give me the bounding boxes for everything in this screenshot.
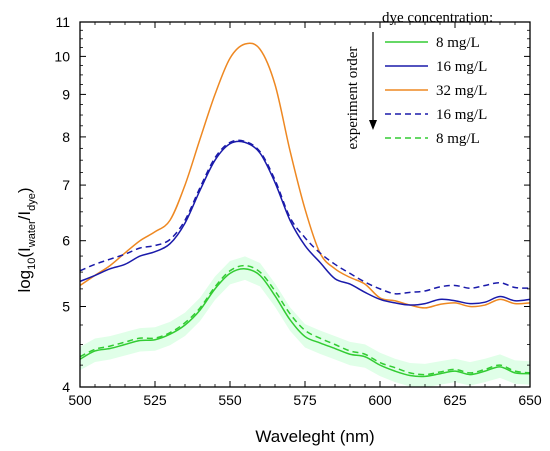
y-axis-title: log10(Iwater/Idye): [15, 187, 38, 292]
legend-title: dye concentration:: [382, 10, 493, 26]
series-line-8-mg-l-solid: [79, 268, 531, 378]
y-tick-label: 7: [62, 177, 70, 193]
legend-entry-label: 8 mg/L: [436, 131, 480, 147]
legend-entry-label: 32 mg/L: [436, 83, 487, 99]
legend-entry-label: 8 mg/L: [436, 35, 480, 51]
x-axis-title: Waveleght (nm): [255, 427, 374, 446]
y-tick-label: 10: [54, 48, 70, 64]
series-line-32-mg-l-solid: [79, 42, 531, 309]
x-tick-label: 525: [143, 392, 167, 408]
x-tick-label: 625: [443, 392, 467, 408]
y-tick-label: 5: [62, 298, 70, 314]
y-tick-label: 6: [62, 233, 70, 249]
x-tick-label: 550: [218, 392, 242, 408]
ticks-layer: 500 525 550 575 600 625 650 4 5 6 7 8 9 10 11: [54, 14, 541, 408]
y-tick-label: 9: [62, 86, 70, 102]
x-tick-label: 600: [368, 392, 392, 408]
legend-entry-label: 16 mg/L: [436, 59, 487, 75]
series-line-8-mg-l-dashed: [79, 264, 531, 376]
x-tick-label: 650: [518, 392, 542, 408]
legend-order-arrowhead: [369, 120, 377, 130]
y-tick-label: 8: [62, 129, 70, 145]
series-line-16-mg-l-solid: [79, 140, 531, 306]
green-noise-band: [80, 256, 530, 388]
legend-arrow-label: experiment order: [345, 47, 361, 150]
series-line-16-mg-l-dashed: [79, 139, 531, 295]
legend-entry-label: 16 mg/L: [436, 107, 487, 123]
x-tick-label: 575: [293, 392, 317, 408]
x-tick-label: 500: [68, 392, 92, 408]
y-tick-label: 11: [55, 14, 70, 30]
legend: dye concentration: experiment order 8 mg…: [345, 10, 493, 149]
y-tick-label: 4: [62, 379, 70, 395]
legend-items: 8 mg/L 16 mg/L 32 mg/L 16 mg/L 8 mg/L: [385, 35, 487, 147]
series-layer: [79, 42, 531, 388]
